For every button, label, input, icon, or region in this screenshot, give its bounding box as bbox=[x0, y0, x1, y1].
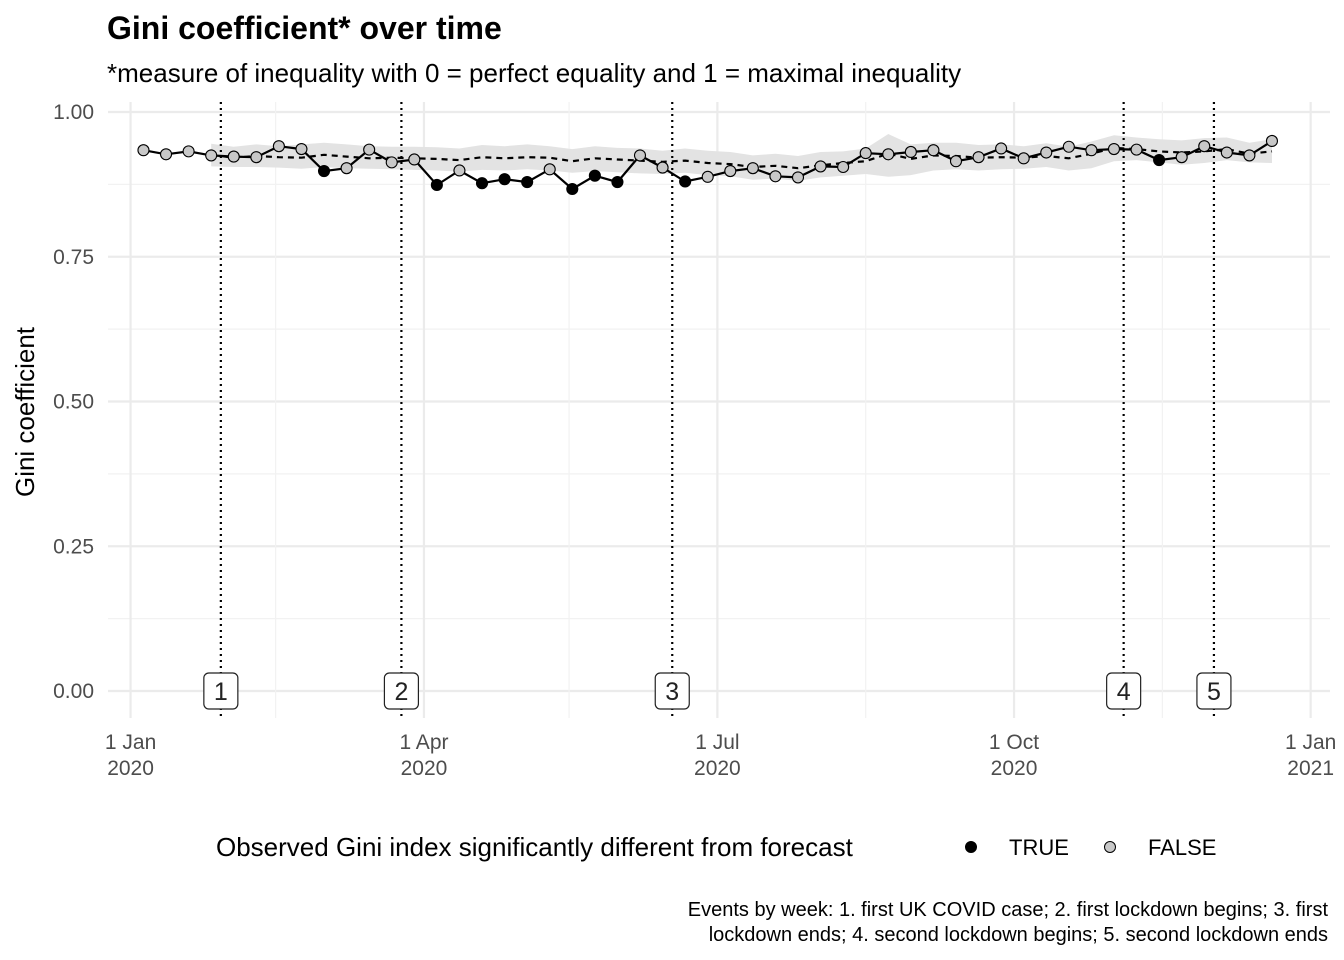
data-point-significant bbox=[679, 175, 692, 188]
event-label-box bbox=[654, 672, 690, 710]
data-point bbox=[769, 170, 782, 183]
data-point bbox=[837, 160, 850, 174]
data-point bbox=[904, 145, 917, 159]
data-point-significant bbox=[1153, 154, 1166, 167]
data-point bbox=[972, 151, 985, 164]
x-tick-label: 2020 bbox=[401, 757, 448, 780]
data-point bbox=[746, 162, 759, 175]
legend-label-false: FALSE bbox=[1148, 835, 1216, 860]
confidence-band bbox=[211, 134, 1273, 181]
data-point bbox=[385, 156, 398, 169]
event-label-box bbox=[1106, 672, 1142, 710]
data-point bbox=[633, 149, 647, 162]
data-point-significant bbox=[430, 178, 443, 192]
event-label: 5 bbox=[1207, 678, 1221, 706]
y-tick-label: 0.25 bbox=[53, 535, 94, 558]
event-markers: 1 2 3 4 5 bbox=[203, 102, 1232, 718]
caption-line-1: Events by week: 1. first UK COVID case; … bbox=[688, 899, 1329, 921]
data-point bbox=[272, 140, 285, 153]
confidence-band-area bbox=[211, 134, 1273, 181]
data-point bbox=[205, 149, 218, 162]
legend-key-true bbox=[965, 841, 977, 853]
data-point bbox=[543, 163, 556, 176]
event-label: 2 bbox=[394, 678, 408, 706]
y-tick-label: 0.75 bbox=[53, 246, 94, 269]
data-point-significant bbox=[521, 176, 534, 189]
data-point bbox=[1243, 149, 1256, 162]
event-label: 1 bbox=[214, 678, 228, 706]
data-point bbox=[927, 144, 940, 157]
data-point bbox=[295, 143, 308, 156]
x-tick-label: 1 Apr bbox=[399, 731, 448, 754]
x-tick-label: 1 Oct bbox=[989, 731, 1039, 754]
data-point bbox=[995, 142, 1008, 155]
caption-line-2: lockdown ends; 4. second lockdown begins… bbox=[709, 924, 1328, 946]
data-point bbox=[1017, 152, 1030, 165]
data-point-significant bbox=[498, 173, 511, 186]
data-point bbox=[1107, 143, 1121, 156]
data-point bbox=[1198, 140, 1211, 153]
data-point bbox=[340, 162, 353, 175]
x-tick-label: 2021 bbox=[1287, 757, 1334, 780]
caption: Events by week: 1. first UK COVID case; … bbox=[688, 899, 1329, 946]
legend: Observed Gini index significantly differ… bbox=[216, 832, 1216, 862]
event-label-box bbox=[203, 672, 239, 710]
grid bbox=[108, 102, 1330, 718]
y-axis-ticks: 0.00 0.25 0.50 0.75 1.00 bbox=[53, 101, 94, 703]
data-point bbox=[814, 160, 827, 173]
data-point bbox=[1040, 146, 1053, 159]
data-point-significant bbox=[566, 182, 579, 196]
data-point bbox=[882, 148, 895, 161]
event-label: 3 bbox=[665, 678, 679, 706]
data-point bbox=[949, 155, 963, 168]
data-point bbox=[137, 144, 150, 157]
data-point bbox=[1265, 134, 1279, 147]
data-point-significant bbox=[588, 169, 601, 182]
event-label-box bbox=[383, 672, 420, 710]
x-tick-label: 1 Jan bbox=[1285, 731, 1336, 754]
data-point bbox=[724, 165, 737, 178]
data-point-significant bbox=[475, 177, 489, 190]
x-axis-ticks: 1 Jan 2020 1 Apr 2020 1 Jul 2020 1 Oct 2020 1 Ja… bbox=[105, 731, 1336, 780]
chart-title: Gini coefficient* over time bbox=[107, 10, 502, 46]
data-point bbox=[1062, 140, 1075, 153]
data-point bbox=[1130, 143, 1143, 156]
data-point bbox=[1220, 146, 1233, 159]
event-label: 4 bbox=[1117, 678, 1131, 706]
data-point bbox=[408, 153, 421, 166]
x-tick-label: 1 Jul bbox=[695, 731, 739, 754]
data-point bbox=[363, 143, 376, 156]
data-point bbox=[701, 170, 714, 183]
data-point bbox=[250, 151, 263, 164]
data-point bbox=[453, 164, 466, 177]
y-axis-title: Gini coefficient bbox=[10, 326, 40, 497]
data-point-significant bbox=[317, 165, 331, 178]
y-tick-label: 0.00 bbox=[53, 680, 94, 703]
data-point bbox=[1175, 151, 1188, 164]
x-tick-label: 2020 bbox=[694, 757, 741, 780]
x-tick-label: 2020 bbox=[991, 757, 1038, 780]
data-point bbox=[1085, 144, 1098, 157]
data-point bbox=[182, 145, 195, 158]
legend-title: Observed Gini index significantly differ… bbox=[216, 832, 854, 862]
legend-label-true: TRUE bbox=[1009, 835, 1069, 860]
data-point bbox=[159, 148, 173, 161]
data-point bbox=[859, 147, 872, 160]
chart-subtitle: *measure of inequality with 0 = perfect … bbox=[107, 58, 961, 88]
data-point bbox=[227, 150, 240, 163]
x-tick-label: 2020 bbox=[107, 757, 154, 780]
data-point bbox=[656, 161, 669, 174]
y-tick-label: 1.00 bbox=[53, 101, 94, 124]
data-point bbox=[791, 171, 805, 184]
y-tick-label: 0.50 bbox=[53, 391, 94, 414]
event-label-box bbox=[1196, 672, 1232, 710]
observed-series bbox=[137, 134, 1279, 196]
legend-key-false bbox=[1104, 841, 1116, 853]
data-point-significant bbox=[611, 176, 624, 189]
x-tick-label: 1 Jan bbox=[105, 731, 156, 754]
